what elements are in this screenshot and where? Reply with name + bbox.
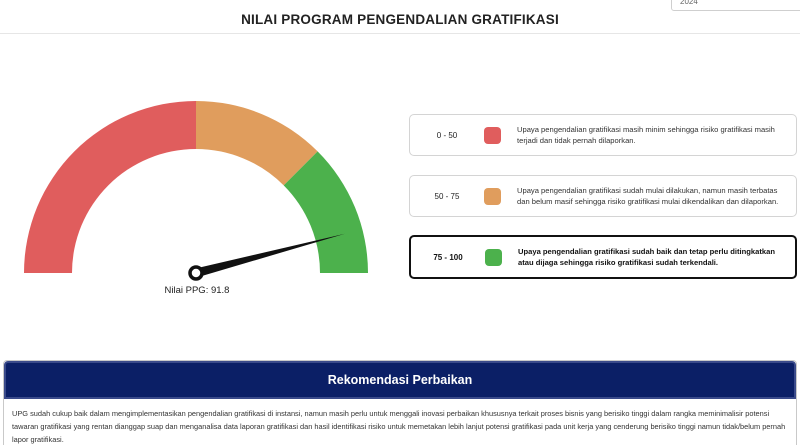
legend-description: Upaya pengendalian gratifikasi sudah mul… [517,185,779,206]
recommendation-panel: Rekomendasi Perbaikan UPG sudah cukup ba… [3,360,797,445]
ppg-gauge [0,90,400,310]
legend-range-label: 75 - 100 [433,252,463,262]
legend-card-0-50: 0 - 50 Upaya pengendalian gratifikasi ma… [409,114,797,156]
gauge-value-label: Nilai PPG: 91.8 [164,285,230,296]
legend-card-75-100: 75 - 100 Upaya pengendalian gratifikasi … [409,235,797,279]
legend-description: Upaya pengendalian gratifikasi sudah bai… [518,246,775,267]
year-filter-select[interactable]: 2024 [671,0,800,11]
gauge-chart [24,101,368,281]
gauge-needle-hub [188,265,204,281]
legend-color-swatch [484,126,501,144]
gauge-segment-0-50 [24,101,196,273]
legend-color-swatch [484,187,501,205]
gauge-segment-50-75 [196,101,318,186]
title-divider [0,33,800,34]
legend-range-label: 50 - 75 [434,191,460,201]
recommendation-text: UPG sudah cukup baik dalam mengimplement… [12,409,786,444]
gauge-needle [194,233,345,278]
gauge-segment-75-100 [283,151,368,273]
recommendation-header: Rekomendasi Perbaikan [4,361,796,399]
page-title: NILAI PROGRAM PENGENDALIAN GRATIFIKASI [241,12,559,27]
legend-description: Upaya pengendalian gratifikasi masih min… [517,124,775,145]
recommendation-title: Rekomendasi Perbaikan [327,373,473,387]
legend-card-50-75: 50 - 75 Upaya pengendalian gratifikasi s… [409,175,797,217]
legend-color-swatch [485,248,502,266]
legend-range-label: 0 - 50 [436,130,458,140]
